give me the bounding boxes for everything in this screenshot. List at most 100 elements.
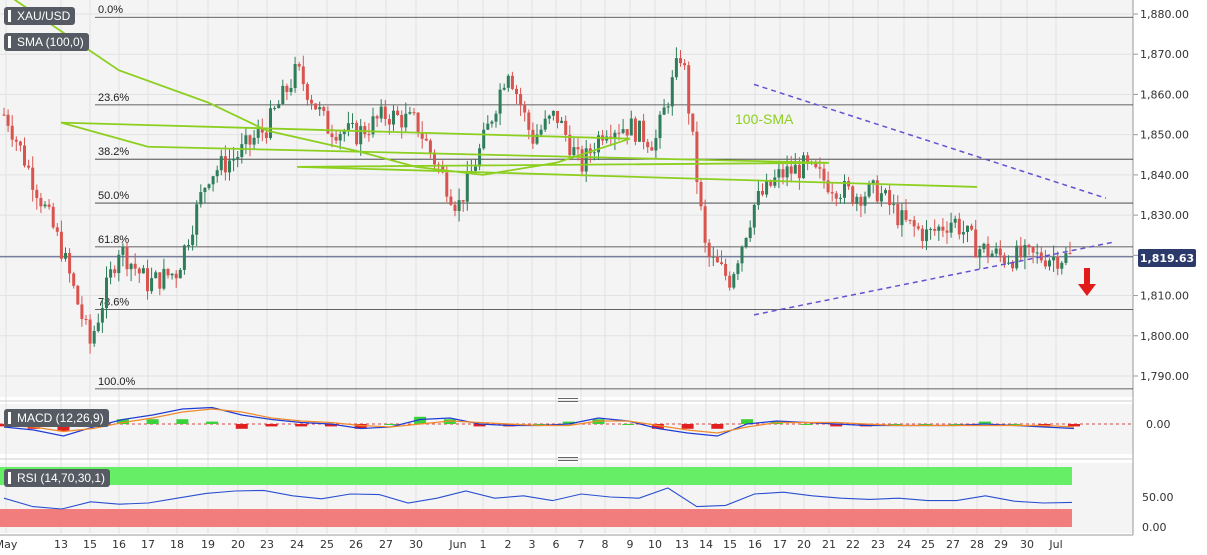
macd-histogram-bar bbox=[1008, 424, 1021, 425]
candle-body bbox=[264, 132, 268, 139]
date-tick-label: 29 bbox=[994, 538, 1008, 551]
candle-body bbox=[121, 246, 125, 255]
candle-body bbox=[6, 114, 10, 126]
candle-body bbox=[822, 168, 826, 181]
candle-body bbox=[576, 147, 580, 150]
date-tick-label: 7 bbox=[578, 538, 585, 551]
candle-body bbox=[699, 182, 703, 207]
candle-body bbox=[789, 166, 793, 174]
candle-body bbox=[367, 134, 371, 136]
candle-body bbox=[305, 84, 309, 100]
candle-body bbox=[133, 263, 137, 269]
rsi-tag[interactable]: RSI (14,70,30,1) bbox=[4, 469, 111, 487]
candle-body bbox=[281, 85, 285, 104]
candle-body bbox=[486, 123, 490, 130]
candle-body bbox=[974, 229, 978, 258]
candle-body bbox=[863, 196, 867, 206]
macd-tag[interactable]: MACD (12,26,9) bbox=[4, 409, 109, 427]
candle-body bbox=[76, 285, 80, 305]
candle-body bbox=[289, 88, 293, 92]
candle-body bbox=[654, 138, 658, 151]
candle-body bbox=[47, 204, 51, 207]
panel-divider-rsi[interactable] bbox=[0, 457, 1133, 461]
candle-body bbox=[338, 134, 342, 141]
candle-body bbox=[301, 66, 305, 85]
candle-body bbox=[523, 105, 527, 113]
date-tick-label: 23 bbox=[260, 538, 274, 551]
candle-body bbox=[970, 225, 974, 230]
candle-body bbox=[752, 204, 756, 228]
candle-body bbox=[285, 85, 289, 92]
date-tick-label: 16 bbox=[112, 538, 126, 551]
candle-body bbox=[387, 118, 391, 125]
candle-body bbox=[293, 64, 297, 89]
macd-histogram-bar bbox=[681, 424, 694, 429]
candle-body bbox=[51, 206, 55, 228]
candle-body bbox=[945, 230, 949, 233]
candle-body bbox=[244, 135, 248, 145]
fibonacci-label: 23.6% bbox=[98, 92, 129, 104]
candle-body bbox=[96, 322, 100, 332]
candle-body bbox=[215, 170, 219, 177]
candle-body bbox=[658, 114, 662, 139]
candle-body bbox=[662, 107, 666, 115]
candle-body bbox=[18, 141, 22, 146]
candle-body bbox=[84, 318, 88, 320]
candle-body bbox=[1039, 252, 1043, 261]
candle-body bbox=[629, 118, 633, 136]
date-tick-label: 17 bbox=[773, 538, 787, 551]
last-price-tag: 1,819.63 bbox=[1138, 249, 1196, 267]
candle-body bbox=[14, 139, 18, 142]
candle-body bbox=[900, 210, 904, 226]
trendlines bbox=[753, 83, 1113, 316]
candle-body bbox=[781, 169, 785, 178]
macd-histogram-bar bbox=[622, 424, 635, 425]
candle-body bbox=[310, 99, 313, 104]
macd-histogram-bar bbox=[176, 419, 189, 424]
candle-body bbox=[482, 129, 486, 149]
date-tick-label: Jul bbox=[1048, 538, 1062, 551]
candle-body bbox=[994, 248, 998, 254]
candle-body bbox=[211, 176, 215, 185]
candle-body bbox=[843, 181, 846, 198]
sma-annotation: 100-SMA bbox=[735, 111, 794, 127]
candle-body bbox=[674, 58, 678, 78]
date-tick-label: 25 bbox=[921, 538, 935, 551]
candle-body bbox=[617, 132, 621, 134]
panel-divider-macd[interactable] bbox=[0, 398, 1133, 402]
macd-histogram-bar bbox=[562, 421, 575, 424]
candle-body bbox=[707, 242, 711, 258]
fibonacci-label: 38.2% bbox=[98, 146, 129, 158]
macd-histogram-bar bbox=[57, 424, 70, 432]
candle-body bbox=[137, 268, 141, 274]
tag-marker-icon bbox=[8, 36, 11, 48]
candle-body bbox=[35, 189, 39, 199]
sma-line bbox=[13, 0, 978, 188]
candle-body bbox=[404, 113, 408, 128]
candle-body bbox=[912, 220, 916, 227]
candle-body bbox=[445, 172, 449, 197]
macd-histogram-bar bbox=[889, 424, 902, 425]
candle-body bbox=[498, 89, 502, 114]
rsi-tick-label: 0.00 bbox=[1142, 521, 1167, 534]
date-tick-label: 13 bbox=[675, 538, 689, 551]
candle-body bbox=[383, 106, 387, 119]
macd-histogram-bar bbox=[651, 424, 664, 429]
candle-body bbox=[228, 160, 231, 173]
macd-histogram-bar bbox=[324, 424, 337, 427]
date-tick-label: 14 bbox=[699, 538, 713, 551]
fibonacci-label: 61.8% bbox=[98, 234, 129, 246]
symbol-label: XAU/USD bbox=[17, 9, 71, 23]
candle-body bbox=[929, 228, 933, 230]
rsi-line bbox=[3, 487, 1073, 510]
price-panel-bg bbox=[0, 0, 1133, 397]
candle-body bbox=[10, 125, 14, 140]
symbol-tag[interactable]: XAU/USD bbox=[4, 7, 76, 25]
candle-body bbox=[379, 106, 383, 119]
candle-body bbox=[908, 219, 912, 221]
sma-tag[interactable]: SMA (100,0) bbox=[4, 33, 89, 51]
candle-body bbox=[39, 198, 43, 207]
macd-histogram-bar bbox=[146, 419, 159, 424]
descending-trendline bbox=[753, 83, 1107, 199]
price-tick-label: 1,880.00 bbox=[1140, 8, 1189, 21]
